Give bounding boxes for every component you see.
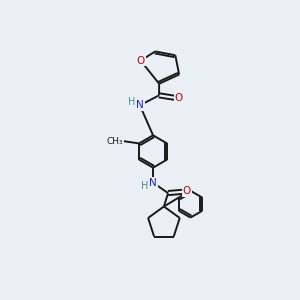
Text: CH₃: CH₃ bbox=[107, 136, 123, 146]
Text: N: N bbox=[149, 178, 157, 188]
Text: H: H bbox=[141, 181, 148, 191]
Text: N: N bbox=[136, 100, 144, 110]
Text: O: O bbox=[182, 187, 191, 196]
Text: O: O bbox=[136, 56, 145, 66]
Text: H: H bbox=[128, 97, 136, 107]
Text: O: O bbox=[174, 93, 183, 103]
